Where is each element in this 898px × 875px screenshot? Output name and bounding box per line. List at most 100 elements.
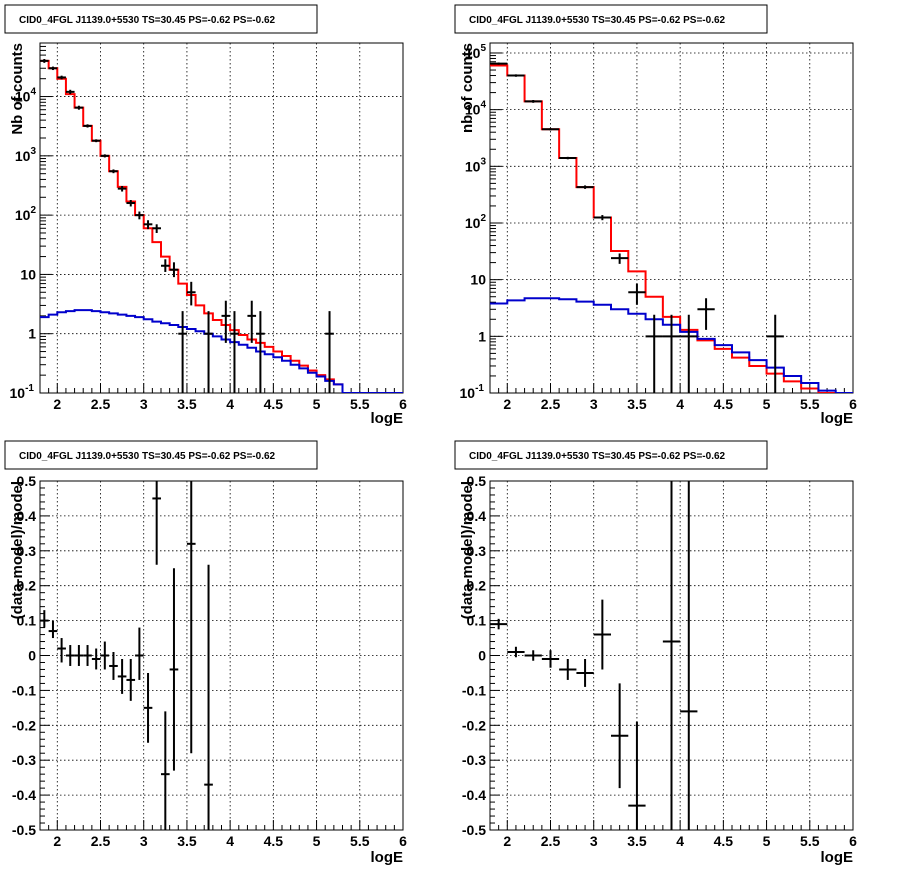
data-point bbox=[126, 199, 136, 207]
x-tick-label: 3.5 bbox=[627, 396, 647, 412]
data-point bbox=[40, 610, 49, 628]
data-point bbox=[593, 599, 611, 670]
chart-panel-1: CID0_4FGL J1139.0+5530 TS=30.45 PS=-0.62… bbox=[4, 4, 407, 427]
data-point bbox=[230, 311, 239, 393]
x-tick-label: 6 bbox=[849, 396, 857, 412]
data-point bbox=[100, 154, 110, 158]
y-axis-ticks bbox=[490, 480, 500, 831]
data-point bbox=[559, 156, 577, 160]
data-point bbox=[109, 169, 118, 174]
y-axis-label: Nb of counts bbox=[9, 43, 26, 135]
y-tick-label: -0.1 bbox=[12, 682, 36, 698]
chart-title: CID0_4FGL J1139.0+5530 TS=30.45 PS=-0.62… bbox=[469, 451, 726, 462]
y-tick-label: -0.2 bbox=[12, 717, 36, 733]
data-point bbox=[611, 253, 629, 264]
x-tick-label: 2.5 bbox=[91, 833, 111, 849]
exponent: 4 bbox=[30, 87, 36, 98]
exponent: 2 bbox=[30, 205, 36, 216]
data-point bbox=[152, 481, 161, 565]
data-point bbox=[65, 89, 75, 95]
data-point bbox=[91, 139, 101, 143]
x-tick-label: 4 bbox=[226, 833, 234, 849]
x-tick-label: 2 bbox=[503, 833, 511, 849]
title-box bbox=[454, 440, 768, 470]
data-point bbox=[697, 298, 715, 330]
exponent: 3 bbox=[480, 156, 486, 167]
data-point bbox=[325, 311, 334, 393]
y-axis-ticks bbox=[40, 480, 50, 831]
x-tick-label: 2 bbox=[503, 396, 511, 412]
x-tick-label: 3 bbox=[590, 833, 598, 849]
x-tick-label: 3 bbox=[590, 396, 598, 412]
data-point bbox=[490, 62, 508, 65]
x-tick-label: 2.5 bbox=[541, 833, 561, 849]
y-tick-label: 0.5 bbox=[467, 473, 487, 489]
y-tick-label: 0.4 bbox=[467, 508, 487, 524]
y-axis-ticks bbox=[490, 52, 502, 394]
x-axis-label: logE bbox=[371, 410, 404, 427]
data-point bbox=[680, 481, 698, 830]
data-point bbox=[143, 672, 153, 743]
x-tick-label: 2.5 bbox=[541, 396, 561, 412]
x-tick-label: 4 bbox=[676, 396, 684, 412]
y-tick-label: 102 bbox=[465, 213, 487, 231]
x-tick-label: 3 bbox=[140, 396, 148, 412]
y-tick-label: -0.5 bbox=[12, 822, 36, 838]
x-axis-ticks bbox=[39, 820, 404, 830]
data-point bbox=[57, 75, 66, 80]
exponent: -1 bbox=[475, 383, 484, 394]
x-axis-label: logE bbox=[821, 849, 854, 866]
data-point bbox=[645, 314, 663, 393]
y-tick-label: 10-1 bbox=[10, 383, 35, 401]
x-tick-label: 5 bbox=[313, 833, 321, 849]
y-tick-label: 0.3 bbox=[467, 543, 487, 559]
data-point bbox=[83, 645, 92, 666]
y-tick-label: -0.3 bbox=[12, 752, 36, 768]
data-point bbox=[74, 645, 84, 666]
x-tick-label: 4.5 bbox=[714, 833, 734, 849]
y-tick-label: 0.2 bbox=[467, 578, 487, 594]
series-line-1 bbox=[40, 59, 403, 393]
y-tick-label: 10 bbox=[20, 266, 36, 282]
data-point bbox=[126, 658, 136, 701]
data-point bbox=[247, 300, 257, 343]
data-point bbox=[186, 481, 196, 754]
data-point bbox=[74, 105, 84, 110]
data-point bbox=[109, 652, 118, 680]
x-axis-label: logE bbox=[821, 410, 854, 427]
x-tick-label: 3.5 bbox=[177, 396, 197, 412]
data-point bbox=[507, 74, 525, 77]
data-point bbox=[524, 650, 542, 661]
y-tick-label: 0 bbox=[478, 648, 486, 664]
grid-lines bbox=[40, 43, 403, 393]
data-point bbox=[100, 641, 110, 670]
y-axis-label: nb of counts bbox=[459, 43, 476, 133]
data-point bbox=[135, 627, 144, 680]
y-tick-label: 0.4 bbox=[17, 508, 37, 524]
y-tick-label: -0.1 bbox=[462, 682, 486, 698]
x-tick-label: 4.5 bbox=[714, 396, 734, 412]
grid-lines bbox=[40, 481, 403, 830]
x-tick-label: 2 bbox=[53, 396, 61, 412]
y-tick-label: 102 bbox=[15, 205, 37, 223]
y-tick-label: 0.5 bbox=[17, 473, 37, 489]
series-line-2 bbox=[490, 297, 853, 393]
data-layer bbox=[490, 62, 853, 393]
x-tick-label: 3.5 bbox=[177, 833, 197, 849]
data-point bbox=[611, 683, 629, 789]
data-point bbox=[507, 646, 525, 658]
data-point bbox=[524, 100, 542, 103]
data-point bbox=[541, 128, 560, 131]
title-box bbox=[4, 4, 318, 34]
y-tick-label: 0.1 bbox=[467, 613, 487, 629]
data-point bbox=[628, 283, 646, 305]
exponent: 2 bbox=[480, 213, 486, 224]
plot-frame bbox=[39, 42, 404, 394]
x-tick-label: 5.5 bbox=[350, 833, 370, 849]
x-tick-label: 6 bbox=[849, 833, 857, 849]
x-axis-ticks bbox=[489, 820, 854, 830]
y-tick-label: 1 bbox=[478, 328, 486, 344]
data-layer bbox=[40, 481, 213, 830]
x-tick-label: 5 bbox=[313, 396, 321, 412]
